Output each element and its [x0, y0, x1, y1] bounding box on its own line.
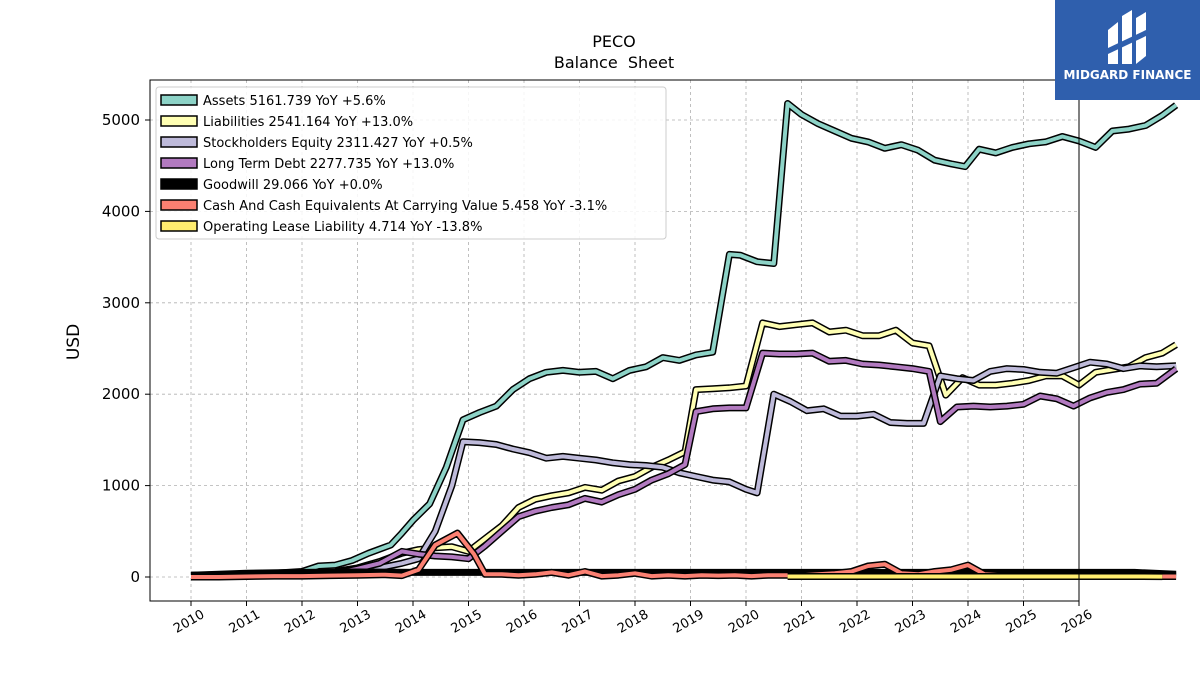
- x-tick-label: 2021: [782, 607, 818, 637]
- brand-logo: MIDGARD FINANCE: [1055, 0, 1200, 100]
- y-tick-label: 2000: [102, 385, 140, 403]
- legend-swatch: [160, 94, 198, 106]
- legend-swatch: [160, 178, 198, 190]
- chart-subtitle: Balance Sheet: [554, 53, 674, 72]
- legend-swatch: [160, 115, 198, 127]
- legend-entry: Long Term Debt 2277.735 YoY +13.0%: [203, 157, 454, 172]
- y-tick-label: 4000: [102, 202, 140, 220]
- series-line: [335, 360, 1177, 574]
- legend-entry: Operating Lease Liability 4.714 YoY -13.…: [203, 220, 482, 235]
- x-tick-label: 2022: [837, 607, 873, 637]
- legend-frame: [155, 86, 667, 240]
- series-line: [190, 101, 1178, 578]
- x-tick-label: 2026: [1059, 607, 1095, 637]
- legend-swatch: [160, 220, 198, 232]
- x-tick-label: 2011: [227, 607, 263, 637]
- chart-title: PECO: [592, 32, 636, 51]
- legend: Assets 5161.739 YoY +5.6% Liabilities 254…: [155, 86, 667, 240]
- y-axis-label: USD: [64, 324, 84, 360]
- x-tick-label: 2016: [504, 607, 540, 637]
- logo-mark-icon: [1108, 10, 1146, 64]
- legend-entry: Liabilities 2541.164 YoY +13.0%: [203, 115, 413, 130]
- y-tick-label: 5000: [102, 111, 140, 129]
- x-tick-label: 2018: [615, 607, 651, 637]
- y-tick-label: 0: [130, 568, 140, 586]
- y-tick-label: 3000: [102, 294, 140, 312]
- series-liabilities: [334, 319, 1178, 575]
- series-long-term-debt: [334, 349, 1179, 577]
- legend-swatch: [160, 157, 198, 169]
- legend-entry: Stockholders Equity 2311.427 YoY +0.5%: [203, 136, 473, 151]
- x-tick-label: 2025: [1004, 607, 1040, 637]
- x-tick-label: 2014: [393, 607, 429, 637]
- series-layer: [190, 100, 1179, 581]
- x-tick-label: 2010: [171, 607, 207, 637]
- legend-entry: Assets 5161.739 YoY +5.6%: [203, 94, 386, 109]
- x-tick-label: 2017: [560, 607, 596, 637]
- series-line: [334, 351, 1178, 576]
- x-tick-label: 2020: [726, 607, 762, 637]
- y-tick-label: 1000: [102, 477, 140, 495]
- plot-frame: [149, 79, 1080, 602]
- x-tick-label: 2024: [948, 607, 984, 637]
- legend-entry: Cash And Cash Equivalents At Carrying Va…: [203, 199, 607, 214]
- legend-swatch: [160, 199, 198, 211]
- x-tick-label: 2019: [671, 607, 707, 637]
- legend-swatch: [160, 136, 198, 148]
- series-stockholders-equity: [335, 358, 1177, 575]
- series-line: [334, 320, 1178, 574]
- x-tick-label: 2012: [282, 607, 318, 637]
- logo-text: MIDGARD FINANCE: [1063, 68, 1192, 82]
- series-assets: [190, 100, 1179, 579]
- x-tick-label: 2013: [338, 607, 374, 637]
- x-tick-label: 2015: [449, 607, 485, 637]
- legend-entry: Goodwill 29.066 YoY +0.0%: [203, 178, 383, 193]
- x-tick-label: 2023: [893, 607, 929, 637]
